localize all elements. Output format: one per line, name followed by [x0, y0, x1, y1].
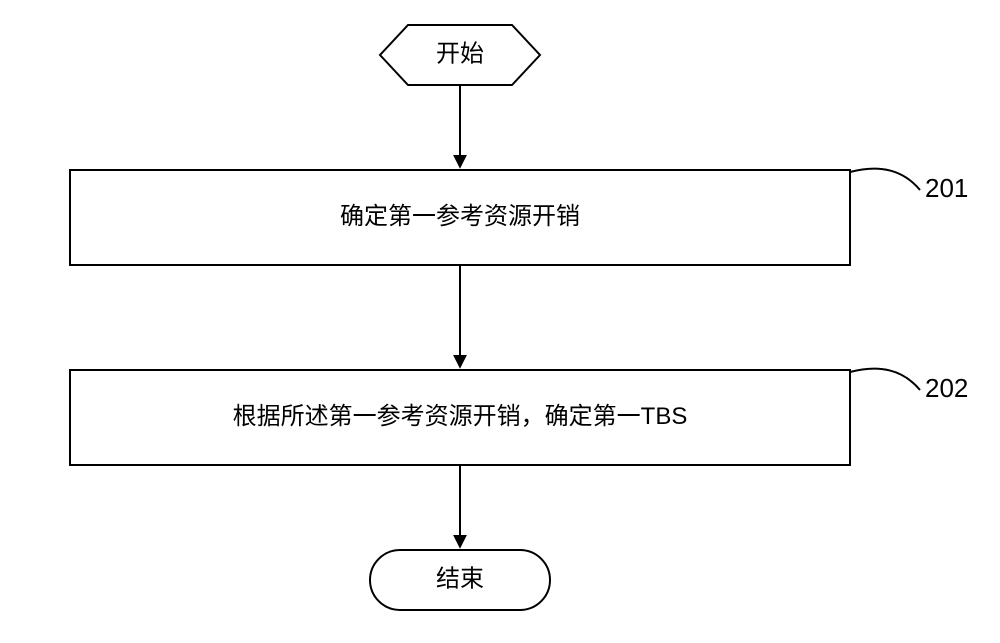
- step1-tag: 201: [925, 173, 968, 203]
- start-label: 开始: [436, 40, 484, 67]
- step1-label: 确定第一参考资源开销: [340, 203, 580, 230]
- step2-label: 根据所述第一参考资源开销，确定第一TBS: [233, 403, 688, 430]
- leader-step2: [850, 369, 920, 390]
- leader-step1: [850, 169, 920, 190]
- end-label: 结束: [436, 565, 484, 592]
- step2-tag: 202: [925, 373, 968, 403]
- flowchart: 开始确定第一参考资源开销根据所述第一参考资源开销，确定第一TBS 结束 201 202: [0, 0, 1000, 643]
